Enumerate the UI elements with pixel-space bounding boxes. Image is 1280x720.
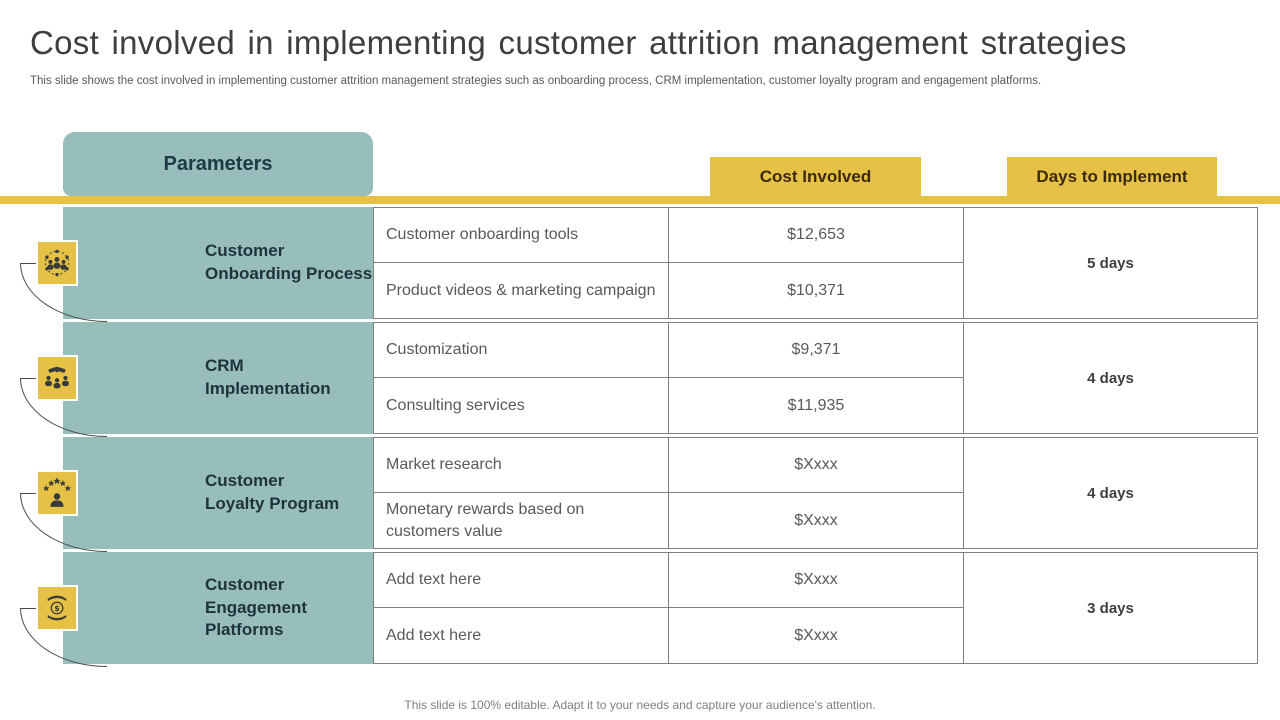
parameter-label-line1: Customer — [205, 574, 285, 594]
connector-tick — [20, 608, 44, 609]
parameter-label-line2: Onboarding Process — [205, 264, 373, 283]
cost-involved-header: Cost Involved — [710, 157, 921, 196]
cost-cell: $11,935 — [669, 378, 964, 433]
item-cell: Add text here — [374, 553, 669, 608]
page-title: Cost involved in implementing customer a… — [30, 24, 1127, 61]
cost-cell: $Xxxx — [669, 493, 964, 548]
table-group-engagement: $ Customer Engagement Platforms Add text… — [0, 552, 1280, 667]
parameter-cell: Customer Onboarding Process — [20, 207, 373, 322]
table-group-loyalty: Customer Loyalty Program Market research… — [0, 437, 1280, 552]
parameter-cell: $ Customer Engagement Platforms — [20, 552, 373, 667]
days-cell: 3 days — [1087, 599, 1134, 617]
table-group-onboarding: Customer Onboarding Process Customer onb… — [0, 207, 1280, 322]
cost-cell: $Xxxx — [669, 553, 964, 608]
parameter-label-line2: Loyalty Program — [205, 494, 340, 513]
cost-cell: $Xxxx — [669, 608, 964, 663]
divider-band — [0, 196, 1280, 204]
parameter-label: CRM Implementation — [205, 322, 331, 434]
days-cell: 4 days — [1087, 484, 1134, 502]
cost-cell: $10,371 — [669, 263, 964, 318]
item-cell: Market research — [374, 438, 669, 493]
cost-cell: $9,371 — [669, 323, 964, 378]
group-data-cells: Customization $9,371 4 days Consulting s… — [373, 322, 1258, 434]
parameter-cell: CRM Implementation — [20, 322, 373, 437]
parameter-label-line1: CRM — [205, 356, 244, 376]
item-cell: Product videos & marketing campaign — [374, 263, 669, 318]
hands-coin-icon: $ — [36, 585, 78, 631]
cost-cell: $12,653 — [669, 208, 964, 263]
parameter-label: Customer Onboarding Process — [205, 207, 372, 319]
group-data-cells: Add text here $Xxxx 3 days Add text here… — [373, 552, 1258, 664]
item-cell: Customization — [374, 323, 669, 378]
days-to-implement-header: Days to Implement — [1007, 157, 1217, 196]
parameter-label-line1: Customer — [205, 471, 285, 491]
parameter-label: Customer Loyalty Program — [205, 437, 339, 549]
parameter-label-line1: Customer — [205, 241, 285, 261]
item-cell: Consulting services — [374, 378, 669, 433]
days-cell: 4 days — [1087, 369, 1134, 387]
loyalty-stars-icon — [36, 470, 78, 516]
item-cell: Monetary rewards based on customers valu… — [374, 493, 669, 548]
parameter-cell: Customer Loyalty Program — [20, 437, 373, 552]
cost-cell: $Xxxx — [669, 438, 964, 493]
parameter-label: Customer Engagement Platforms — [205, 552, 373, 664]
group-data-cells: Customer onboarding tools $12,653 5 days… — [373, 207, 1258, 319]
days-cell: 5 days — [1087, 254, 1134, 272]
team-handshake-icon — [36, 355, 78, 401]
people-network-icon — [36, 240, 78, 286]
parameters-header: Parameters — [63, 132, 373, 196]
connector-tick — [20, 263, 44, 264]
table-group-crm: CRM Implementation Customization $9,371 … — [0, 322, 1280, 437]
parameter-label-line2: Implementation — [205, 379, 331, 398]
connector-tick — [20, 378, 44, 379]
item-cell: Add text here — [374, 608, 669, 663]
svg-text:$: $ — [54, 604, 59, 613]
item-cell: Customer onboarding tools — [374, 208, 669, 263]
connector-tick — [20, 493, 44, 494]
page-subtitle: This slide shows the cost involved in im… — [30, 75, 1042, 87]
parameter-label-line2: Engagement Platforms — [205, 597, 308, 640]
editable-note: This slide is 100% editable. Adapt it to… — [404, 698, 876, 712]
group-data-cells: Market research $Xxxx 4 days Monetary re… — [373, 437, 1258, 549]
